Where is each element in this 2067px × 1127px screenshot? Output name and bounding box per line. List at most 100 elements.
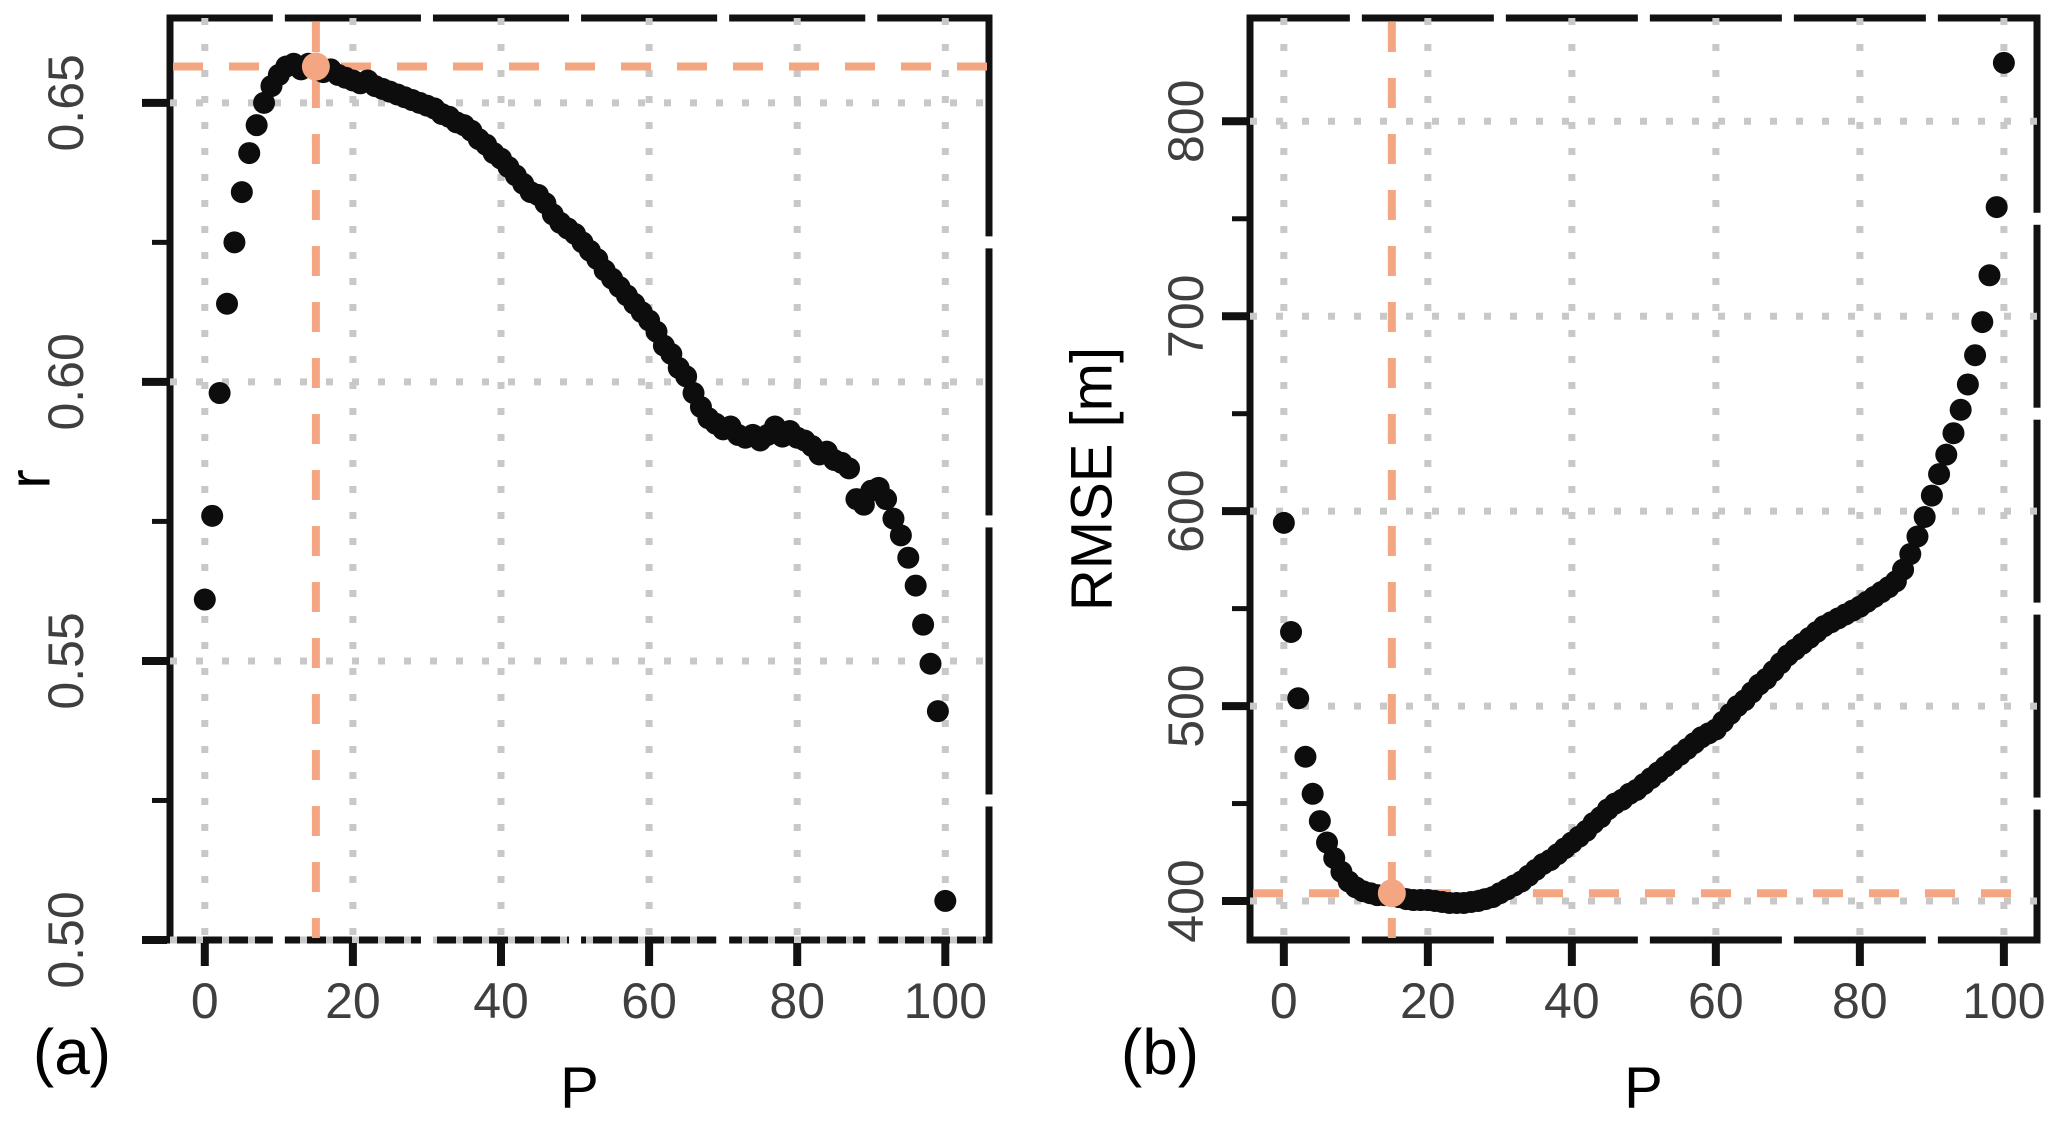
minor-tick-gap-right xyxy=(983,515,995,528)
minor-tick-gap-bottom xyxy=(1925,934,1938,946)
minor-tick-gap-bottom xyxy=(1349,934,1362,946)
data-point xyxy=(675,365,698,388)
optimum-point xyxy=(1377,879,1406,908)
data-point xyxy=(926,700,949,723)
data-point xyxy=(1978,264,2001,287)
x-tick-label: 100 xyxy=(904,973,987,1029)
data-point xyxy=(1942,422,1965,445)
data-point xyxy=(1928,463,1951,486)
minor-tick-gap-top xyxy=(1781,12,1794,24)
y-tick-label: 700 xyxy=(1158,275,1214,358)
data-point xyxy=(1985,196,2008,219)
minor-tick-gap-right xyxy=(983,794,995,807)
y-axis-title: r xyxy=(0,469,63,488)
minor-tick-gap-right xyxy=(983,236,995,249)
x-axis-title: P xyxy=(1624,1056,1663,1121)
data-point xyxy=(208,382,231,405)
data-point xyxy=(238,142,261,165)
data-point xyxy=(1956,373,1979,396)
y-tick-label: 800 xyxy=(1158,80,1214,163)
x-tick-label: 20 xyxy=(325,973,381,1029)
y-tick-label: 500 xyxy=(1158,664,1214,747)
data-point xyxy=(838,457,861,480)
minor-tick-gap-top xyxy=(1493,12,1506,24)
minor-tick-gap-top xyxy=(272,12,285,24)
data-point xyxy=(1913,506,1936,529)
data-point xyxy=(1949,398,1972,421)
data-point xyxy=(919,652,942,675)
data-point xyxy=(1308,810,1331,833)
x-tick-label: 20 xyxy=(1400,973,1456,1029)
data-point xyxy=(230,181,253,204)
panel-label: (b) xyxy=(1121,1016,1199,1088)
data-point xyxy=(889,524,912,547)
y-tick-label: 400 xyxy=(1158,859,1214,942)
minor-tick-gap-bottom xyxy=(1781,934,1794,946)
data-point xyxy=(912,613,935,636)
minor-tick-gap-bottom xyxy=(272,934,285,946)
optimum-point xyxy=(301,52,330,81)
y-tick-label: 0.55 xyxy=(38,612,94,709)
minor-tick-gap-top xyxy=(1637,12,1650,24)
minor-tick-gap-right xyxy=(2031,797,2043,810)
data-point xyxy=(1294,745,1317,768)
minor-tick-gap-top xyxy=(1349,12,1362,24)
minor-tick-gap-bottom xyxy=(1493,934,1506,946)
minor-tick-gap-bottom xyxy=(420,934,433,946)
data-point xyxy=(904,574,927,597)
scatter-points xyxy=(1272,51,2015,914)
plot-box-border xyxy=(1246,14,2041,944)
y-tick-label: 0.65 xyxy=(38,54,94,151)
minor-tick-gap-top xyxy=(569,12,582,24)
data-point xyxy=(1899,543,1922,566)
y-tick-label: 600 xyxy=(1158,469,1214,552)
x-tick-label: 60 xyxy=(621,973,677,1029)
minor-tick-gap-right xyxy=(2031,602,2043,615)
x-tick-label: 40 xyxy=(473,973,529,1029)
panel-label: (a) xyxy=(33,1016,111,1088)
x-tick-label: 100 xyxy=(1962,973,2045,1029)
minor-tick-gap-top xyxy=(420,12,433,24)
data-point xyxy=(193,588,216,611)
minor-tick-gap-bottom xyxy=(1637,934,1650,946)
data-point xyxy=(1971,311,1994,334)
data-point xyxy=(1920,484,1943,507)
data-point xyxy=(1301,782,1324,805)
data-point xyxy=(1935,443,1958,466)
x-tick-label: 40 xyxy=(1544,973,1600,1029)
minor-tick-gap-top xyxy=(865,12,878,24)
x-tick-label: 80 xyxy=(769,973,825,1029)
y-axis-title: RMSE [m] xyxy=(1060,347,1125,611)
minor-tick-gap-top xyxy=(717,12,730,24)
panel-panel_b: 0 20 40 60 80 100 400 500 600 700 800 P RMSE [m] (b) xyxy=(1060,12,2046,1121)
data-point xyxy=(245,114,268,137)
data-point xyxy=(223,231,246,254)
scatter-points xyxy=(193,52,957,912)
data-point xyxy=(216,292,239,315)
data-point xyxy=(1280,621,1303,644)
data-point xyxy=(875,488,898,511)
data-point xyxy=(1272,511,1295,534)
minor-tick-gap-bottom xyxy=(865,934,878,946)
x-tick-label: 0 xyxy=(1270,973,1298,1029)
minor-tick-gap-right xyxy=(2031,407,2043,420)
x-tick-label: 0 xyxy=(191,973,219,1029)
x-axis-title: P xyxy=(560,1056,599,1121)
panel-panel_a: 0 20 40 60 80 100 0.50 0.55 0.60 0.65 Pr (a) xyxy=(0,12,995,1121)
data-point xyxy=(201,504,224,527)
x-tick-label: 60 xyxy=(1688,973,1744,1029)
x-tick-label: 80 xyxy=(1832,973,1888,1029)
data-point xyxy=(1906,525,1929,548)
minor-tick-gap-top xyxy=(1925,12,1938,24)
data-point xyxy=(934,889,957,912)
data-point xyxy=(897,546,920,569)
minor-tick-gap-right xyxy=(2031,212,2043,225)
minor-tick-gap-bottom xyxy=(569,934,582,946)
minor-tick-gap-bottom xyxy=(717,934,730,946)
y-tick-label: 0.50 xyxy=(38,891,94,988)
data-point xyxy=(253,91,276,114)
data-point xyxy=(1964,344,1987,367)
data-point xyxy=(882,507,905,530)
data-point xyxy=(1992,51,2015,74)
